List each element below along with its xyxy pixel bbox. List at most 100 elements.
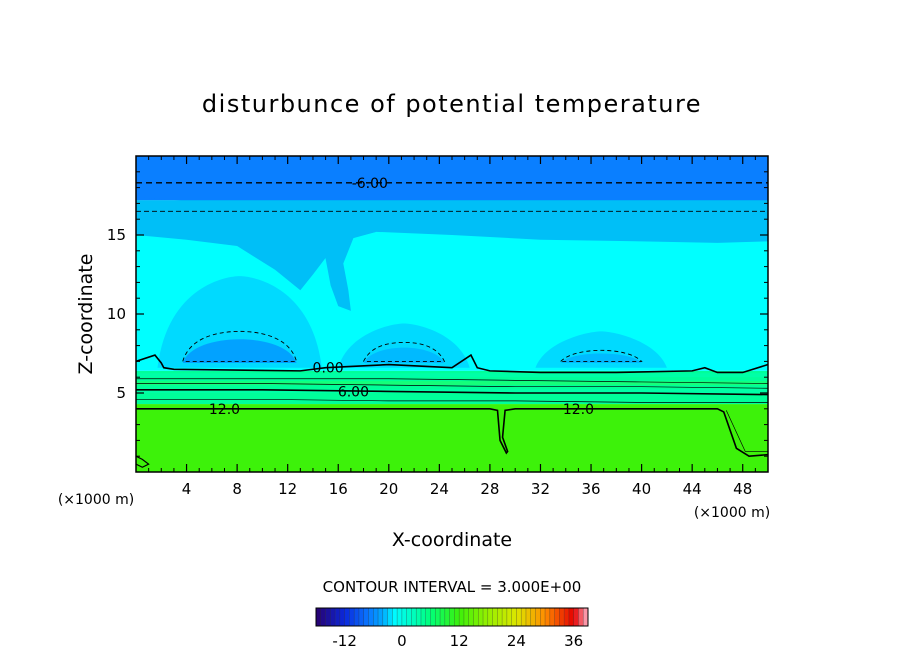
colorbar-swatch [320,608,326,626]
field-plume [319,231,377,311]
x-unit-right: (×1000 m) [694,505,770,521]
contour-9 [136,398,768,403]
colorbar-swatch [339,608,345,626]
colorbar-swatch [521,608,527,626]
colorbar-swatch [511,608,517,626]
field-cold-pocket [363,347,445,363]
colorbar-swatch [440,608,446,626]
colorbar-swatch [483,608,489,626]
colorbar-swatch [554,608,560,626]
colorbar-swatch [468,608,474,626]
colorbar-swatch [549,608,555,626]
contour-6 [136,389,768,396]
colorbar-swatch [525,608,532,626]
colorbar-swatch [497,608,503,626]
contour-4-5 [136,383,768,389]
colorbar-swatch [449,608,455,626]
x-tick-label: 8 [232,480,242,498]
colorbar-swatch [411,608,417,626]
colorbar-swatch [578,608,584,626]
contour-lines [136,182,768,468]
x-axis-ticks: 4 8 12 16 20 24 28 32 36 40 44 48 [148,156,756,498]
colorbar-swatch [473,608,479,626]
colorbar-tick-label: 0 [397,632,407,650]
colorbar-swatch [425,608,431,626]
colorbar-swatch [530,608,536,626]
colorbar-swatch [378,608,384,626]
colorbar-swatch [335,608,341,626]
contour-3 [136,378,768,384]
x-tick-label: 24 [430,480,449,498]
colorbar-swatch [401,608,407,626]
colorbar-swatch [545,608,551,626]
colorbar-swatch [382,608,388,626]
colorbar-swatch [459,608,465,626]
colorbar-swatch [506,608,512,626]
colorbar-swatch [349,608,355,626]
field-transition-stripe [136,381,768,386]
y-tick-label: 5 [116,384,126,402]
field-cold-pocket [182,339,297,363]
colorbar-swatch [444,608,450,626]
colorbar-swatch [368,608,374,626]
colorbar-swatch [373,608,379,626]
colorbar-swatch [387,608,393,626]
contour-label: -6.00 [352,176,388,192]
contour-label: 12.0 [209,402,240,418]
colorbar-swatch [420,608,427,626]
field-cold-dome [157,276,322,368]
colorbar-tick-labels: -12 0 12 24 36 [332,632,583,650]
x-tick-label: 40 [632,480,651,498]
colorbar-swatch [430,608,436,626]
colorbar-swatch [564,608,570,626]
colorbar-swatch [487,608,493,626]
x-axis-label: X-coordinate [392,529,512,551]
colorbar-tick-label: 12 [450,632,469,650]
contour-cold-pocket [182,330,298,362]
contour-cold-pocket [363,341,446,362]
contour-bottom-left [136,455,150,468]
colorbar-swatch [463,608,470,626]
y-tick-label: 10 [107,305,126,323]
colorbar-swatch [316,608,322,626]
colorbar-frame [315,607,589,627]
contour-label: 6.00 [338,384,369,400]
field-upper-wave [136,200,768,291]
colorbar-swatch [397,608,403,626]
colorbar-swatch [363,608,369,626]
x-tick-label: 36 [581,480,600,498]
colorbar-swatch [478,608,484,626]
colorbar-swatch [344,608,350,626]
colorbar-swatch [358,608,365,626]
x-tick-label: 48 [733,480,752,498]
colorbar-swatch [502,608,508,626]
colorbar-swatch [406,608,412,626]
field-lower-layer [136,404,768,472]
contour-12 [136,408,768,458]
chart-title: disturbunce of potential temperature [202,90,702,118]
colorbar-tick-label: 36 [564,632,583,650]
contour-labels: -6.00 0.00 6.00 12.0 12.0 [209,176,594,418]
colorbar-swatch [516,608,522,626]
colorbar-swatch [573,608,579,626]
x-tick-label: 16 [329,480,348,498]
colorbar-tick-label: -12 [332,632,357,650]
contour-interval-text: CONTOUR INTERVAL = 3.000E+00 [323,578,582,596]
contour-12-inner [725,410,768,452]
field-transition-stripe [136,389,768,393]
x-tick-label: 12 [278,480,297,498]
colorbar-swatch [416,608,422,626]
colorbar-swatch [392,608,398,626]
colorbar-swatch [492,608,498,626]
x-tick-label: 44 [683,480,702,498]
y-axis-ticks: 5 10 15 [107,171,768,457]
colorbar-swatch [330,608,336,626]
x-tick-label: 28 [480,480,499,498]
y-tick-label: 15 [107,226,126,244]
x-tick-label: 32 [531,480,550,498]
colorbar [315,607,589,627]
field-top-wave [136,156,768,209]
contour-label: 0.00 [313,361,344,377]
x-tick-label: 20 [379,480,398,498]
colorbar-swatch [535,608,541,626]
